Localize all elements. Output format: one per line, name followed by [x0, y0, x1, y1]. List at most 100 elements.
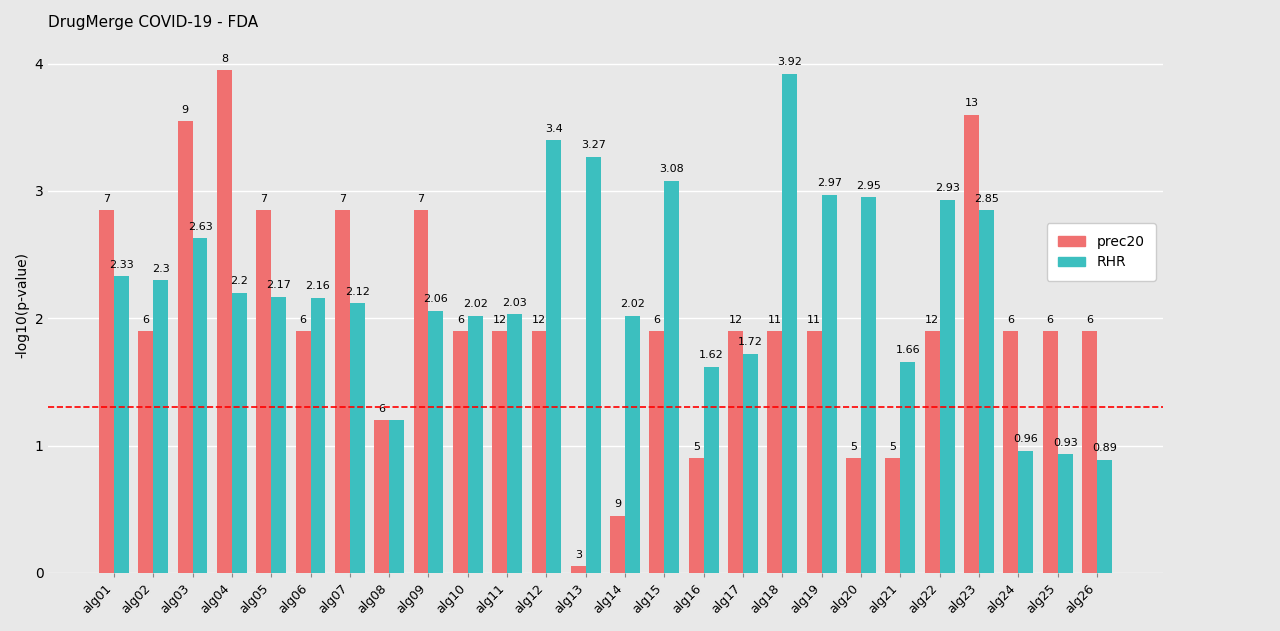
Bar [216, 70, 232, 573]
Text: 2.33: 2.33 [109, 260, 133, 270]
Bar [335, 210, 349, 573]
Text: 6: 6 [300, 315, 306, 324]
Bar [782, 74, 797, 573]
Text: 2.63: 2.63 [188, 221, 212, 232]
Bar [311, 298, 325, 573]
Bar [256, 210, 271, 573]
Text: 2.02: 2.02 [620, 299, 645, 309]
Text: 5: 5 [692, 442, 700, 452]
Bar [846, 458, 861, 573]
Bar [507, 314, 522, 573]
Bar [728, 331, 744, 573]
Text: 2.93: 2.93 [934, 184, 960, 194]
Text: 7: 7 [339, 194, 346, 204]
Text: 9: 9 [182, 105, 188, 114]
Bar [374, 420, 389, 573]
Text: 12: 12 [728, 315, 742, 324]
Text: 2.06: 2.06 [424, 294, 448, 304]
Text: 2.3: 2.3 [152, 264, 169, 274]
Bar [389, 420, 404, 573]
Text: 7: 7 [102, 194, 110, 204]
Text: 2.03: 2.03 [502, 298, 527, 308]
Bar [861, 198, 876, 573]
Text: 5: 5 [890, 442, 896, 452]
Bar [1057, 454, 1073, 573]
Text: 3.08: 3.08 [659, 164, 685, 174]
Bar [547, 140, 562, 573]
Text: 6: 6 [457, 315, 463, 324]
Bar [413, 210, 429, 573]
Bar [154, 280, 168, 573]
Text: 3.27: 3.27 [581, 140, 605, 150]
Bar [271, 297, 287, 573]
Bar [114, 276, 129, 573]
Text: 13: 13 [965, 98, 978, 108]
Bar [900, 362, 915, 573]
Text: 2.85: 2.85 [974, 194, 998, 204]
Bar [1097, 459, 1112, 573]
Bar [689, 458, 704, 573]
Text: 6: 6 [142, 315, 150, 324]
Text: DrugMerge COVID-19 - FDA: DrugMerge COVID-19 - FDA [49, 15, 259, 30]
Text: 3: 3 [575, 550, 582, 560]
Bar [664, 180, 680, 573]
Text: 1.66: 1.66 [896, 345, 920, 355]
Text: 2.16: 2.16 [306, 281, 330, 292]
Bar [192, 238, 207, 573]
Bar [429, 310, 443, 573]
Bar [1019, 451, 1033, 573]
Bar [704, 367, 718, 573]
Bar [467, 316, 483, 573]
Bar [625, 316, 640, 573]
Y-axis label: -log10(p-value): -log10(p-value) [15, 252, 29, 358]
Bar [138, 331, 154, 573]
Text: 3.4: 3.4 [545, 124, 563, 134]
Text: 2.97: 2.97 [817, 179, 842, 188]
Text: 9: 9 [614, 499, 621, 509]
Text: 6: 6 [378, 404, 385, 414]
Text: 11: 11 [808, 315, 822, 324]
Bar [586, 156, 600, 573]
Text: 0.89: 0.89 [1092, 443, 1117, 453]
Bar [232, 293, 247, 573]
Bar [571, 567, 586, 573]
Text: 2.2: 2.2 [230, 276, 248, 286]
Bar [1082, 331, 1097, 573]
Text: 0.96: 0.96 [1014, 434, 1038, 444]
Legend: prec20, RHR: prec20, RHR [1047, 223, 1156, 281]
Bar [649, 331, 664, 573]
Text: 2.17: 2.17 [266, 280, 291, 290]
Bar [178, 121, 192, 573]
Text: 5: 5 [850, 442, 858, 452]
Bar [924, 331, 940, 573]
Text: 1.72: 1.72 [739, 338, 763, 348]
Text: 2.12: 2.12 [344, 286, 370, 297]
Bar [1004, 331, 1019, 573]
Text: 6: 6 [1047, 315, 1053, 324]
Text: 12: 12 [493, 315, 507, 324]
Bar [296, 331, 311, 573]
Text: 2.95: 2.95 [856, 181, 881, 191]
Text: 6: 6 [654, 315, 660, 324]
Text: 0.93: 0.93 [1052, 438, 1078, 448]
Bar [453, 331, 467, 573]
Bar [822, 195, 837, 573]
Bar [99, 210, 114, 573]
Bar [806, 331, 822, 573]
Text: 6: 6 [1007, 315, 1014, 324]
Bar [493, 331, 507, 573]
Bar [886, 458, 900, 573]
Bar [964, 114, 979, 573]
Bar [611, 516, 625, 573]
Text: 3.92: 3.92 [777, 57, 803, 68]
Text: 12: 12 [925, 315, 940, 324]
Text: 8: 8 [221, 54, 228, 64]
Text: 11: 11 [768, 315, 782, 324]
Bar [768, 331, 782, 573]
Bar [744, 354, 758, 573]
Text: 7: 7 [417, 194, 425, 204]
Bar [940, 200, 955, 573]
Text: 1.62: 1.62 [699, 350, 723, 360]
Text: 2.02: 2.02 [463, 299, 488, 309]
Text: 12: 12 [532, 315, 547, 324]
